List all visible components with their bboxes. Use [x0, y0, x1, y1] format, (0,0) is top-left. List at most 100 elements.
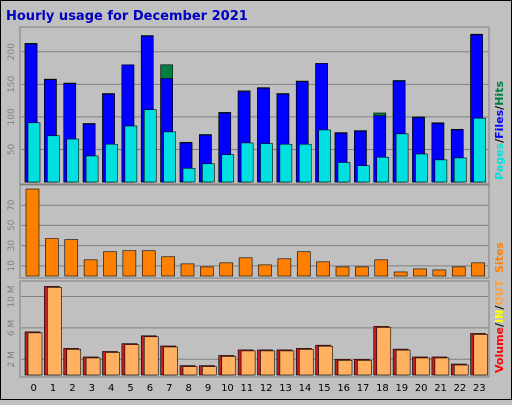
bar-sites [316, 261, 330, 277]
chart-title: Hourly usage for December 2021 [6, 9, 248, 24]
x-tick-label: 22 [454, 383, 467, 394]
legend-sep-1: / [493, 138, 506, 143]
legend-out: OUT [493, 279, 506, 305]
legend-sites: Sites [493, 242, 506, 273]
bar-sites [296, 251, 311, 277]
bar-sites [122, 250, 137, 277]
y-tick-label-middle: 30 [7, 240, 17, 252]
bar-pages [85, 155, 99, 183]
x-tick-label: 7 [166, 383, 172, 394]
svg-text:Pages/Files/Hits: Pages/Files/Hits [493, 81, 506, 180]
bar-volume [473, 334, 488, 376]
legend-in: IN [493, 310, 506, 323]
bar-sites [451, 266, 466, 277]
x-tick-label: 12 [260, 383, 273, 394]
bar-volume [240, 350, 256, 376]
x-tick-label: 8 [186, 383, 192, 394]
x-tick-label: 1 [50, 383, 56, 394]
bar-volume [85, 357, 101, 376]
bar-pages [105, 143, 118, 183]
bar-volume [279, 350, 295, 376]
x-tick-label: 5 [127, 383, 133, 394]
bar-pages [27, 122, 41, 183]
y-tick-label-bottom: 2 M [7, 351, 17, 367]
bar-pages [260, 143, 273, 183]
x-tick-label: 18 [376, 383, 389, 394]
bar-sites [374, 259, 389, 277]
bar-sites [335, 266, 350, 277]
bar-volume [47, 287, 62, 376]
bar-pages [434, 159, 448, 183]
bar-pages [240, 142, 254, 183]
bar-sites [238, 257, 253, 277]
x-tick-labels: 0 1 2 3 4 5 6 7 8 9 10 11 12 13 14 15 16 17 18 19 20 21 22 23 [31, 383, 486, 394]
bar-pages [47, 135, 60, 183]
bar-sites [258, 264, 272, 277]
panel-middle-frame [19, 184, 490, 279]
y-tick-label-bottom: 6 M [7, 320, 17, 336]
x-tick-label: 16 [337, 383, 350, 394]
x-tick-label: 10 [221, 383, 234, 394]
bar-sites [471, 262, 485, 277]
bar-sites [180, 263, 195, 277]
x-tick-label: 14 [299, 383, 312, 394]
bar-volume [66, 349, 82, 376]
bar-sites [432, 269, 447, 277]
bar-volume [395, 349, 411, 376]
bar-volume [357, 360, 372, 376]
x-tick-label: 9 [205, 383, 211, 394]
bar-volume [298, 349, 314, 376]
y-tick-label-middle: 70 [7, 199, 17, 211]
bar-volume [453, 364, 469, 376]
legend-top: Pages/Files/Hits [493, 81, 506, 180]
bar-volume [182, 366, 198, 376]
bar-pages [298, 143, 312, 183]
bar-volume [434, 357, 450, 376]
bar-volume [318, 345, 333, 376]
y-tick-labels: 50 100 150 200 10 30 50 70 2 M 6 M 10 M [7, 43, 17, 368]
bar-sites [200, 266, 214, 277]
legend-pages: Pages [493, 142, 506, 180]
svg-text:Volume/IN/OUT: Volume/IN/OUT [493, 279, 506, 373]
bar-pages [337, 162, 351, 183]
bar-pages [415, 153, 428, 183]
bar-volume [415, 357, 430, 376]
bar-pages [376, 156, 390, 183]
legend-files: Files [493, 109, 506, 139]
x-tick-label: 0 [31, 383, 37, 394]
x-tick-label: 23 [473, 383, 486, 394]
x-tick-label: 3 [89, 383, 95, 394]
x-tick-label: 20 [415, 383, 428, 394]
x-tick-label: 15 [318, 383, 331, 394]
y-tick-label-top: 100 [7, 108, 17, 125]
bar-pages [202, 163, 215, 183]
legend-volume: Volume [493, 327, 506, 373]
y-tick-label-top: 50 [7, 143, 17, 155]
bar-sites [161, 256, 175, 277]
bar-volume [143, 336, 159, 376]
y-tick-label-top: 200 [7, 43, 17, 60]
bar-pages [395, 133, 409, 183]
x-tick-label: 2 [69, 383, 75, 394]
bar-sites [413, 268, 427, 277]
bar-sites [45, 238, 59, 277]
x-tick-label: 19 [395, 383, 408, 394]
legend-middle: Sites [493, 242, 506, 273]
bar-sites [141, 250, 156, 277]
bar-sites [355, 266, 369, 277]
legend-bottom: Volume/IN/OUT [493, 279, 506, 373]
legend-sep-3: / [493, 322, 506, 327]
x-tick-label: 21 [434, 383, 447, 394]
bars [24, 33, 488, 376]
y-tick-label-top: 150 [7, 75, 17, 92]
bar-pages [279, 143, 293, 183]
bar-volume [202, 366, 217, 376]
x-tick-label: 6 [147, 383, 153, 394]
bar-pages [163, 131, 176, 183]
bar-volume [221, 356, 237, 376]
bar-pages [182, 168, 196, 183]
bar-sites [64, 239, 79, 277]
bar-sites [393, 271, 408, 277]
